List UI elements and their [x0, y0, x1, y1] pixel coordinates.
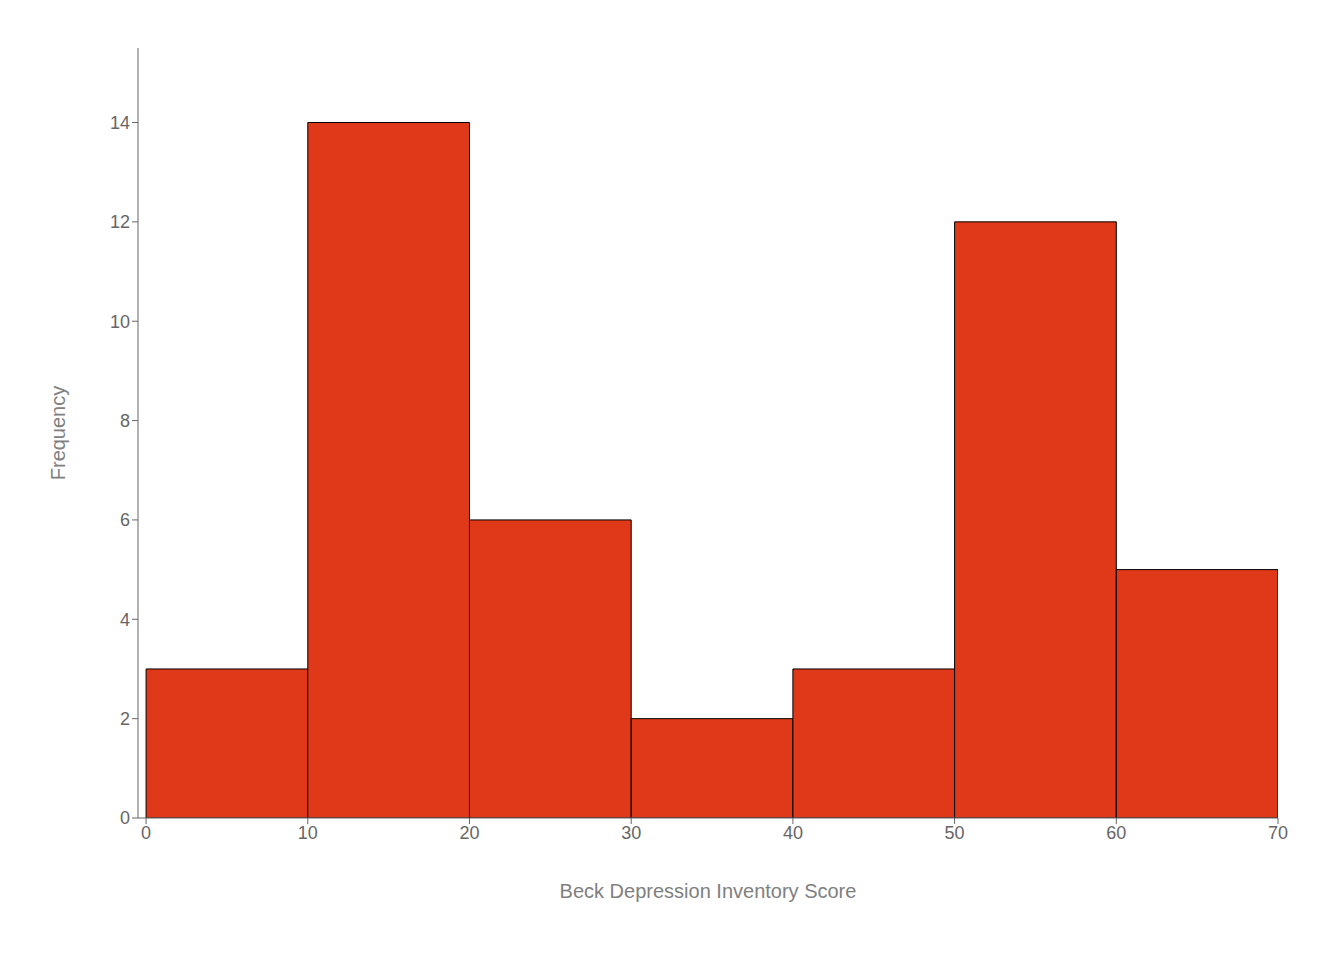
- svg-text:70: 70: [1268, 823, 1288, 843]
- svg-text:40: 40: [783, 823, 803, 843]
- svg-text:14: 14: [110, 113, 130, 133]
- svg-text:2: 2: [120, 709, 130, 729]
- svg-text:12: 12: [110, 212, 130, 232]
- svg-text:20: 20: [459, 823, 479, 843]
- svg-text:10: 10: [298, 823, 318, 843]
- svg-text:60: 60: [1106, 823, 1126, 843]
- svg-text:50: 50: [945, 823, 965, 843]
- svg-text:8: 8: [120, 411, 130, 431]
- svg-text:30: 30: [621, 823, 641, 843]
- svg-text:6: 6: [120, 510, 130, 530]
- svg-text:0: 0: [141, 823, 151, 843]
- svg-text:4: 4: [120, 610, 130, 630]
- svg-text:10: 10: [110, 312, 130, 332]
- svg-text:0: 0: [120, 808, 130, 828]
- svg-text:Frequency: Frequency: [47, 386, 69, 481]
- svg-text:Beck Depression Inventory Scor: Beck Depression Inventory Score: [560, 880, 857, 902]
